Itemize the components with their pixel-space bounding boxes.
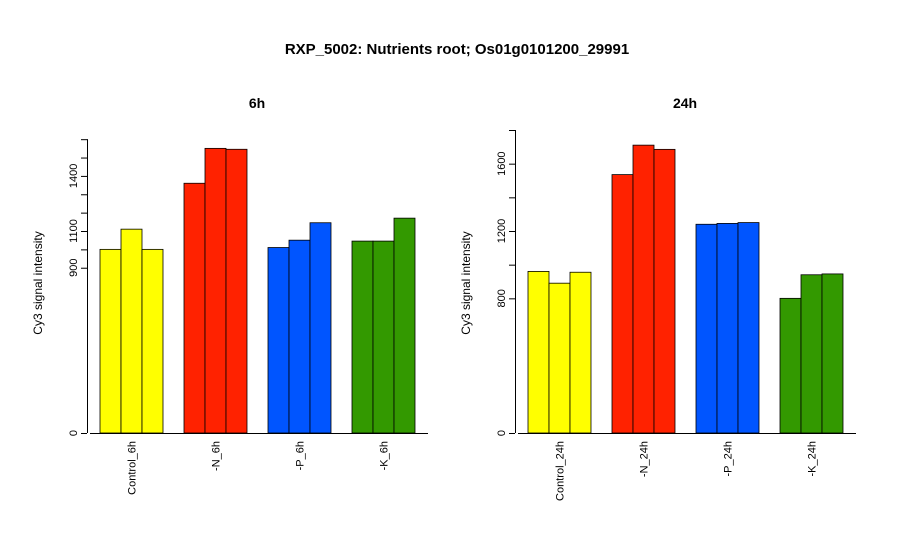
bar [393,217,416,434]
y-axis-label: Cy3 signal intensity [31,231,45,334]
bar [183,182,206,434]
bar [527,270,550,434]
y-axis-label: Cy3 signal intensity [459,231,473,334]
bar [99,248,122,434]
bar [141,248,164,434]
y-tick-label: 0 [68,430,80,436]
panel-title: 24h [673,95,697,111]
category-label: -N_6h [211,441,223,471]
bar [737,222,760,434]
y-tick-label: 0 [496,430,508,436]
bar [569,271,592,434]
category-label: -N_24h [639,441,651,477]
bar [204,147,227,434]
chart-panel-24h: 24h Control_24h -N_24h -P_24h -K_24h 0 800 1200… [459,95,856,501]
bar [351,240,374,434]
bar [309,222,332,434]
y-tick-label: 1100 [68,219,80,243]
category-label: Control_24h [555,441,567,501]
panel-title: 6h [249,95,265,111]
bar [611,174,634,434]
category-label: -P_6h [295,441,307,470]
bar [821,273,844,434]
category-label: -P_24h [723,441,735,476]
y-tick-label: 900 [68,259,80,277]
bar [120,228,143,434]
y-tick-label: 1400 [68,164,80,188]
bar [779,297,802,434]
category-label: -K_24h [807,441,819,476]
bar [372,240,395,434]
y-tick-label: 1200 [496,219,508,243]
y-tick-label: 1600 [496,151,508,175]
bar [716,223,739,434]
bar [225,148,248,434]
y-tick-label: 800 [496,289,508,307]
bar [288,239,311,434]
chart-panel-6h: 6h Control_6h -N_6h -P_6h -K_6h 0 900 1100 1400 C… [31,95,428,495]
main-title: RXP_5002: Nutrients root; Os01g0101200_2… [285,41,629,58]
category-label: -K_6h [379,441,391,470]
bar [800,274,823,434]
bar [695,223,718,434]
category-label: Control_6h [127,441,139,495]
bar [632,144,655,434]
bar [267,247,290,434]
bar [653,148,676,434]
bar [548,282,571,434]
